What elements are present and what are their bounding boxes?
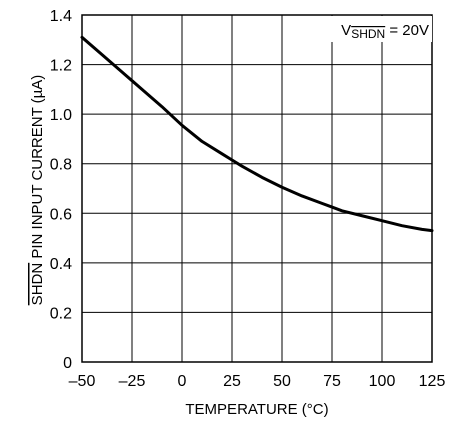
y-axis-label-overlined: SHDN	[29, 263, 46, 306]
x-axis-label: TEMPERATURE (°C)	[185, 401, 328, 418]
x-tick-label: –25	[119, 373, 146, 390]
y-tick-label: 0	[63, 355, 72, 372]
y-tick-label: 1.4	[50, 8, 72, 25]
x-tick-label: 50	[273, 373, 291, 390]
y-tick-label: 0.2	[50, 305, 72, 322]
annotation-text: VSHDN = 20V	[341, 22, 429, 41]
y-tick-label: 0.8	[50, 157, 72, 174]
annotation-prefix: V	[341, 22, 351, 39]
y-tick-labels: 0 0.2 0.4 0.6 0.8 1.0 1.2 1.4	[50, 8, 72, 372]
y-tick-label: 1.2	[50, 58, 72, 75]
y-axis-label-rest: PIN INPUT CURRENT (µA)	[29, 75, 46, 263]
y-tick-label: 0.4	[50, 256, 72, 273]
y-tick-label: 0.6	[50, 206, 72, 223]
y-axis-label: SHDN PIN INPUT CURRENT (µA)	[29, 75, 46, 306]
y-tick-label: 1.0	[50, 107, 72, 124]
series-layer	[80, 35, 434, 233]
annotation-box: VSHDN = 20V	[329, 16, 432, 42]
annotation-suffix: = 20V	[385, 22, 429, 39]
annotation-background	[329, 16, 432, 42]
plot-frame	[81, 14, 433, 363]
x-tick-label: 75	[323, 373, 341, 390]
annotation-subscript: SHDN	[351, 27, 385, 41]
x-tick-label: 0	[178, 373, 187, 390]
x-tick-label: 125	[419, 373, 446, 390]
x-tick-label: –50	[69, 373, 96, 390]
x-tick-label: 100	[369, 373, 396, 390]
plot-border	[81, 14, 433, 363]
x-tick-label: 25	[223, 373, 241, 390]
x-tick-labels: –50 –25 0 25 50 75 100 125	[69, 373, 446, 390]
series-line-0	[80, 35, 434, 233]
grid	[81, 14, 433, 363]
